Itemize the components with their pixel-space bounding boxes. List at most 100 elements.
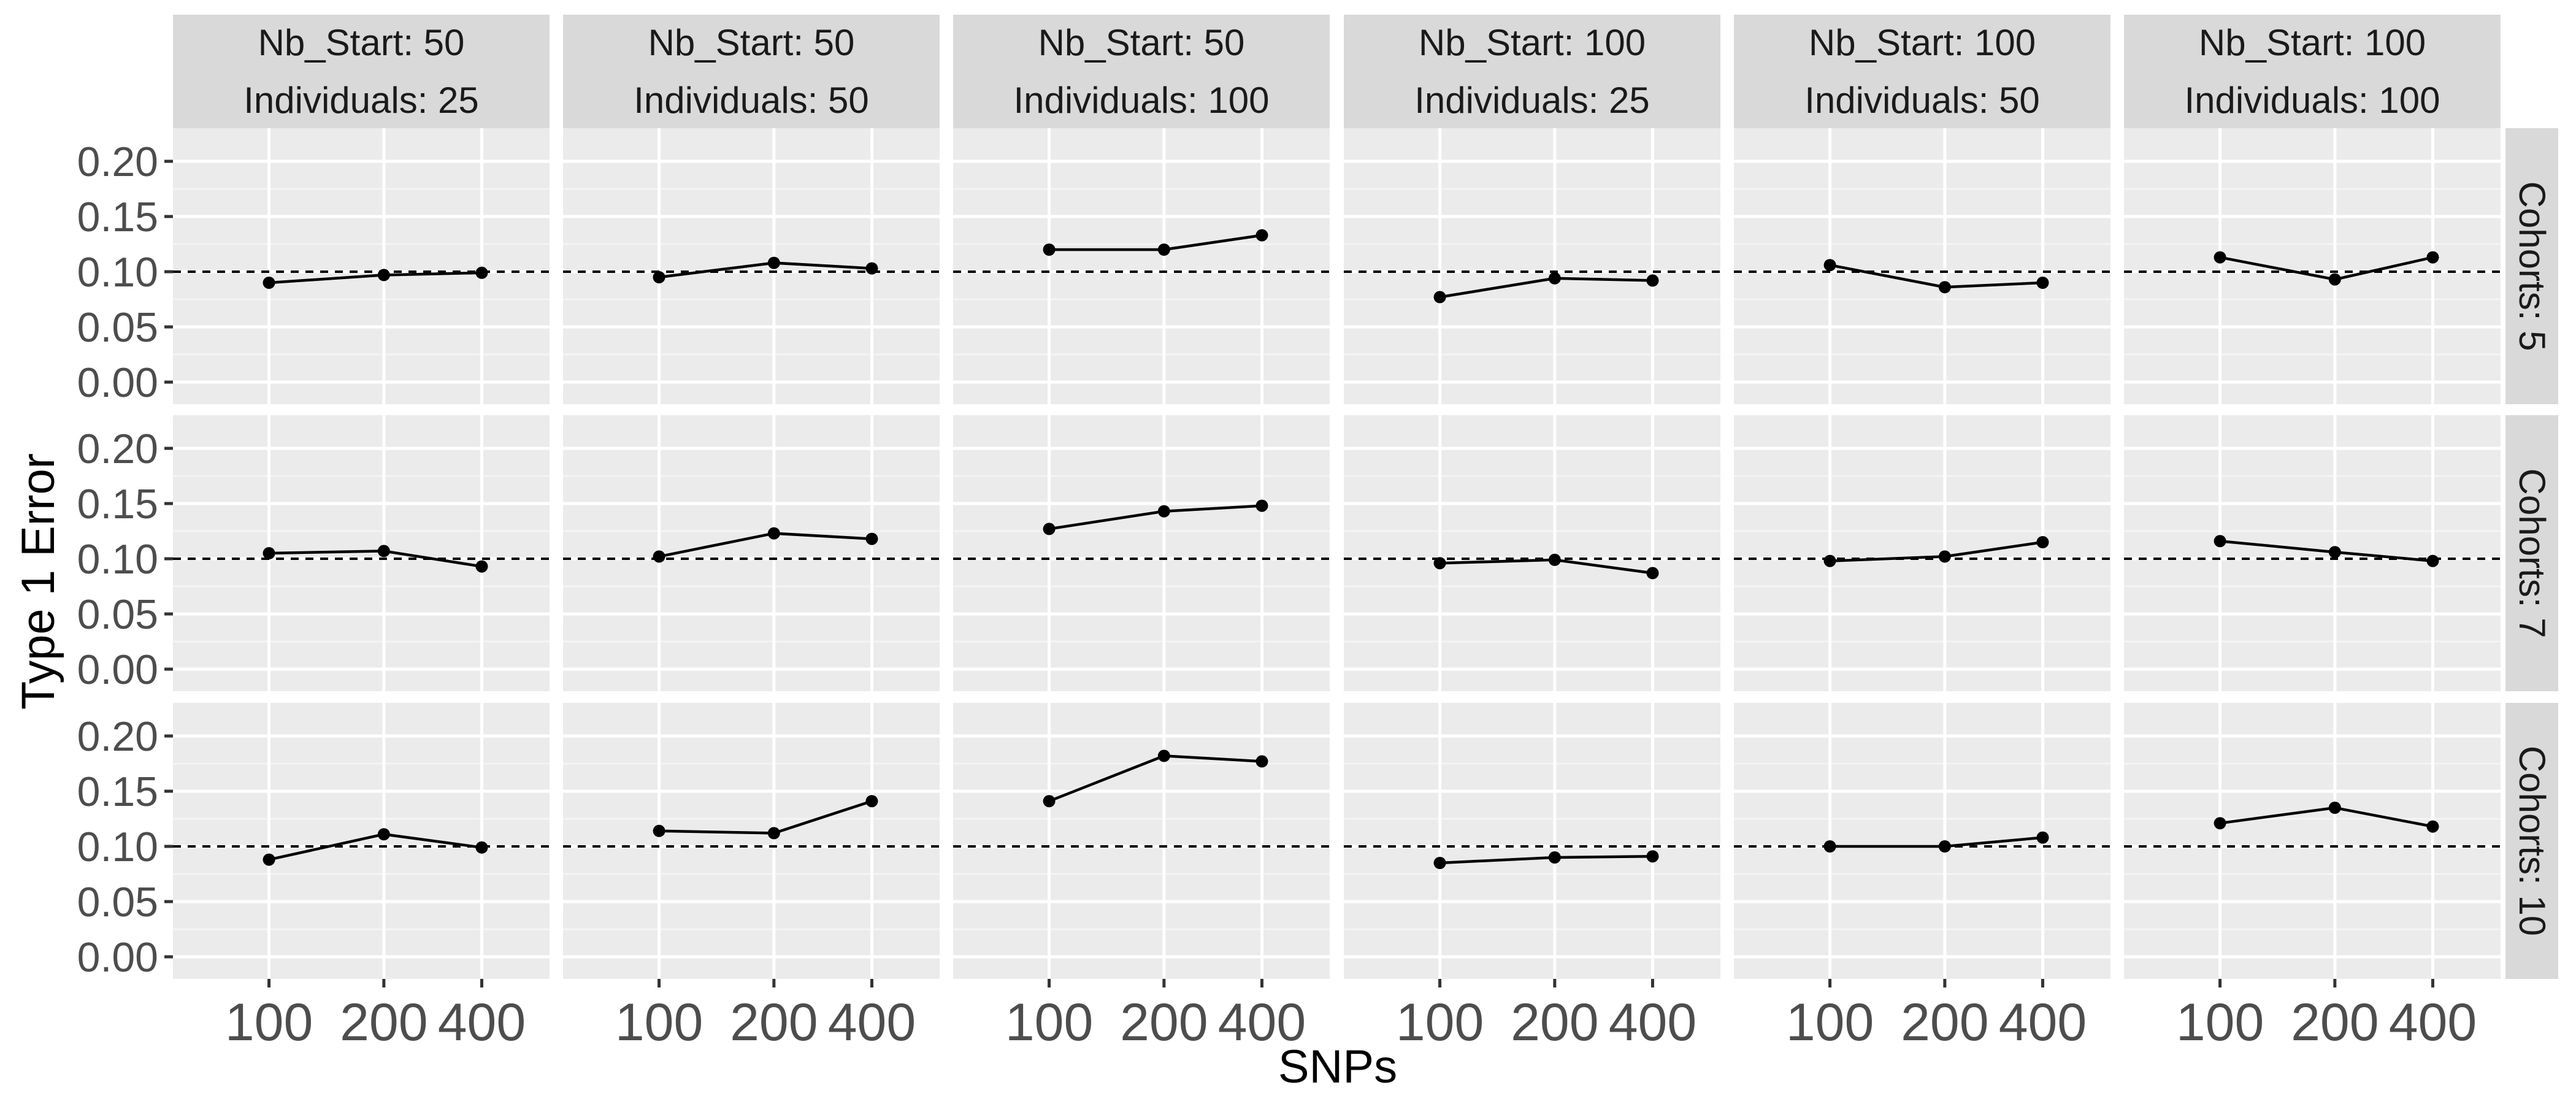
data-point: [1255, 499, 1268, 512]
x-tick-label: 400: [1999, 993, 2087, 1052]
data-point: [1646, 567, 1659, 580]
strip-background: [2505, 128, 2558, 404]
x-tick-label: 100: [1005, 993, 1094, 1052]
data-point: [1646, 274, 1659, 287]
x-tick-label: 100: [2176, 993, 2264, 1052]
data-point: [865, 795, 878, 808]
x-tick-label: 200: [1120, 993, 1208, 1052]
y-tick-label: 0.00: [77, 934, 158, 981]
strip-label-line2: Individuals: 25: [1414, 80, 1650, 121]
strip-label-line1: Nb_Start: 100: [1809, 22, 2036, 63]
x-axis-title: SNPs: [1278, 1041, 1397, 1093]
data-point: [1043, 243, 1056, 256]
y-tick-label: 0.00: [77, 646, 158, 693]
data-point: [475, 841, 488, 854]
strip-background: [1734, 15, 2110, 128]
column-strip-0: Nb_Start: 50 Individuals: 25: [173, 15, 550, 128]
data-point: [1157, 749, 1170, 762]
strip-label-line1: Nb_Start: 50: [258, 22, 465, 63]
data-point: [1823, 554, 1836, 567]
strip-label-line1: Nb_Start: 100: [1419, 22, 1646, 63]
y-tick-label: 0.20: [77, 139, 158, 185]
y-tick-label: 0.05: [77, 304, 158, 351]
panel-background: [173, 128, 550, 404]
strip-background: [2505, 415, 2558, 691]
y-tick-label: 0.05: [77, 879, 158, 926]
x-tick-label: 100: [615, 993, 703, 1052]
data-point: [263, 547, 275, 559]
data-point: [475, 266, 488, 279]
x-tick-label: 400: [2389, 993, 2477, 1052]
panel-background: [173, 415, 550, 691]
x-tick-label: 200: [2291, 993, 2379, 1052]
column-strip-5: Nb_Start: 100 Individuals: 100: [2124, 15, 2501, 128]
strip-label-line1: Nb_Start: 50: [648, 22, 855, 63]
strip-label-line2: Individuals: 50: [634, 80, 869, 121]
data-point: [2328, 273, 2341, 286]
data-point: [1255, 229, 1268, 242]
data-point: [1157, 243, 1170, 256]
row-strip-label: Cohorts: 5: [2512, 182, 2553, 351]
y-tick-label: 0.20: [77, 713, 158, 760]
y-tick-label: 0.05: [77, 591, 158, 638]
data-point: [377, 828, 390, 841]
data-point: [1157, 505, 1170, 518]
data-point: [263, 277, 275, 289]
data-point: [1938, 281, 1951, 294]
data-point: [1433, 291, 1446, 304]
panel-background: [953, 703, 1330, 979]
data-point: [1646, 850, 1659, 863]
row-strip-2: Cohorts: 10: [2505, 703, 2558, 979]
panel-background: [563, 415, 940, 691]
data-point: [653, 271, 665, 283]
panel-r1-c4: [1734, 415, 2110, 691]
y-tick-label: 0.15: [77, 769, 158, 815]
panel-r2-c4: [1734, 703, 2110, 979]
panel-background: [953, 128, 1330, 404]
panel-r2-c0: [173, 703, 550, 979]
x-tick-label: 200: [730, 993, 818, 1052]
data-point: [1938, 550, 1951, 563]
y-tick-label: 0.00: [77, 359, 158, 406]
strip-label-line1: Nb_Start: 100: [2199, 22, 2426, 63]
panel-r0-c1: [563, 128, 940, 404]
column-strip-1: Nb_Start: 50 Individuals: 50: [563, 15, 940, 128]
data-point: [2426, 554, 2439, 567]
data-point: [2214, 817, 2226, 830]
data-point: [1043, 523, 1056, 535]
row-strip-1: Cohorts: 7: [2505, 415, 2558, 691]
panel-r0-c5: [2124, 128, 2501, 404]
panel-r1-c0: [173, 415, 550, 691]
data-point: [767, 256, 780, 269]
strip-label-line1: Nb_Start: 50: [1038, 22, 1245, 63]
row-strip-label: Cohorts: 10: [2512, 746, 2553, 936]
data-point: [1938, 840, 1951, 853]
y-tick-label: 0.15: [77, 194, 158, 240]
panel-background: [2124, 415, 2501, 691]
row-strip-label: Cohorts: 7: [2512, 469, 2553, 638]
strip-background: [2505, 703, 2558, 979]
data-point: [865, 262, 878, 275]
data-point: [263, 853, 275, 866]
data-point: [865, 532, 878, 545]
data-point: [2036, 536, 2049, 548]
column-strip-3: Nb_Start: 100 Individuals: 25: [1344, 15, 1720, 128]
x-tick-label: 100: [225, 993, 313, 1052]
panel-r1-c5: [2124, 415, 2501, 691]
data-point: [475, 560, 488, 573]
data-point: [1548, 851, 1561, 864]
data-point: [2328, 802, 2341, 814]
data-point: [1548, 272, 1561, 285]
y-tick-label: 0.15: [77, 481, 158, 527]
panel-background: [1734, 703, 2110, 979]
data-point: [2426, 820, 2439, 833]
panel-background: [1344, 128, 1720, 404]
x-tick-label: 400: [828, 993, 916, 1052]
data-point: [2328, 546, 2341, 559]
x-tick-label: 400: [438, 993, 526, 1052]
panel-background: [953, 415, 1330, 691]
x-tick-label: 200: [340, 993, 428, 1052]
y-tick-label: 0.10: [77, 536, 158, 583]
data-point: [2036, 831, 2049, 844]
